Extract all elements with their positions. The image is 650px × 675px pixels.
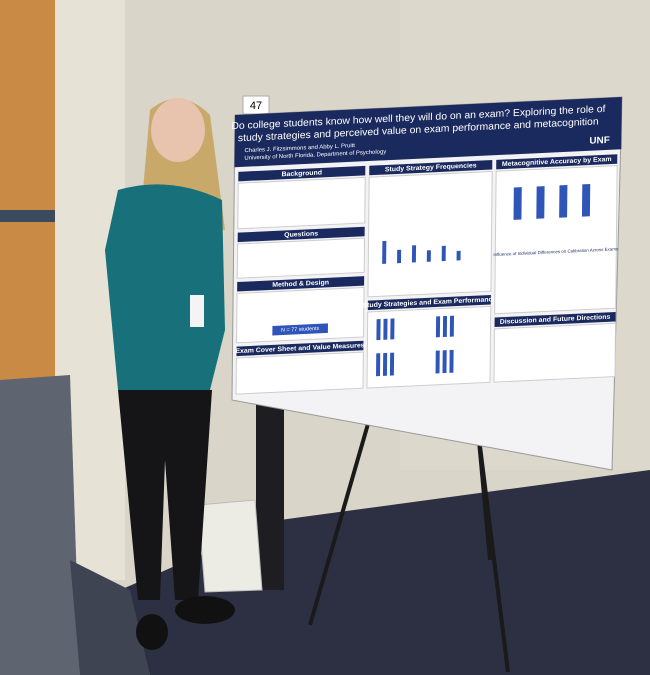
sample: N = 77 students bbox=[281, 326, 320, 334]
easel-post bbox=[256, 400, 284, 590]
section-title: Background bbox=[282, 170, 323, 179]
section-body bbox=[494, 165, 618, 315]
sample-box bbox=[272, 323, 328, 336]
shoe-left bbox=[136, 614, 168, 650]
pants bbox=[118, 390, 212, 600]
section-body bbox=[236, 237, 366, 279]
section-body bbox=[493, 322, 617, 383]
section-header bbox=[236, 340, 364, 357]
doorway bbox=[0, 0, 60, 380]
section-body bbox=[235, 351, 364, 395]
easel bbox=[308, 409, 510, 673]
shirt bbox=[105, 184, 225, 390]
section-title: Questions bbox=[284, 230, 318, 238]
section-body bbox=[237, 176, 366, 230]
rail bbox=[0, 210, 60, 222]
shoe-right bbox=[175, 596, 235, 624]
section-body bbox=[236, 287, 365, 344]
section-header bbox=[237, 226, 365, 243]
number-text: 47 bbox=[250, 100, 262, 112]
section-header bbox=[494, 311, 616, 328]
poster: Do college students know how well they w… bbox=[231, 97, 622, 395]
person bbox=[105, 98, 235, 650]
section-body bbox=[367, 170, 493, 298]
section-title: Metacognitive Accuracy by Exam bbox=[502, 156, 612, 168]
logo: UNF bbox=[589, 135, 610, 147]
badge bbox=[190, 295, 204, 327]
section-title: Study Strategy Frequencies bbox=[385, 162, 477, 173]
subsection-title: Influence of Individual Differences on C… bbox=[493, 246, 619, 257]
carpet-edge bbox=[70, 560, 150, 675]
decor-bars bbox=[376, 183, 591, 377]
poster-header bbox=[234, 97, 622, 168]
section-header bbox=[367, 294, 491, 311]
face bbox=[151, 98, 205, 162]
carpet-left bbox=[0, 375, 80, 675]
section-body bbox=[366, 305, 492, 389]
section-title: Discussion and Future Directions bbox=[500, 314, 611, 326]
authors: Charles J. Fitzsimmons and Abby L. Pruit… bbox=[245, 143, 356, 154]
carpet bbox=[120, 470, 650, 675]
section-title: Method & Design bbox=[272, 279, 329, 288]
section-header bbox=[237, 276, 365, 292]
tote-bag bbox=[197, 499, 263, 593]
section-header bbox=[496, 154, 618, 170]
section-header bbox=[238, 165, 366, 182]
section-header bbox=[369, 160, 493, 176]
